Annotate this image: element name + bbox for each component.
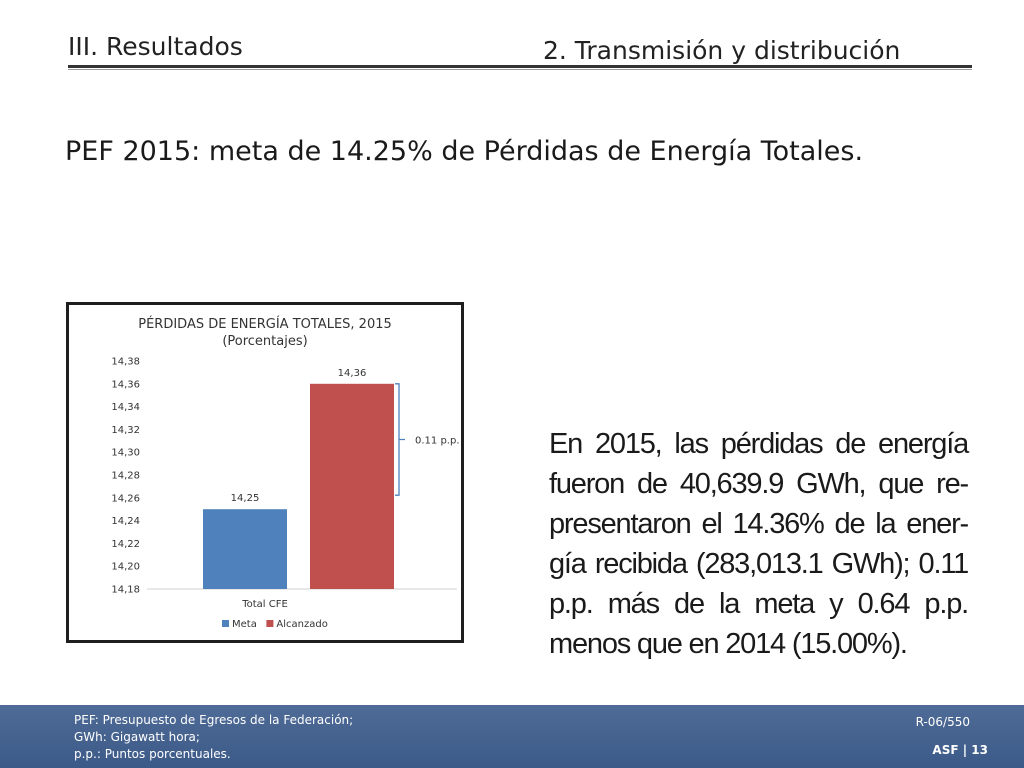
legend-label: Alcanzado [276, 619, 327, 630]
bars: 14,25 14,36 [203, 368, 394, 589]
header-divider-thin [68, 69, 972, 70]
report-code: R-06/550 [915, 715, 970, 729]
legend-swatch [266, 620, 274, 627]
body-paragraph: En 2015, las pérdidas de energía fueron … [549, 424, 969, 664]
y-tick-label: 14,36 [111, 379, 140, 390]
data-label: 14,25 [231, 493, 260, 504]
footnote-pef: PEF: Presupuesto de Egresos de la Federa… [74, 713, 354, 727]
header-divider [68, 65, 972, 68]
section-title: III. Resultados [68, 32, 243, 61]
y-tick-label: 14,22 [111, 539, 140, 550]
chart-title: PÉRDIDAS DE ENERGÍA TOTALES, 2015 [138, 316, 392, 332]
footer-bar: PEF: Presupuesto de Egresos de la Federa… [0, 705, 1024, 768]
y-tick-label: 14,18 [111, 585, 140, 596]
y-tick-label: 14,26 [111, 493, 140, 504]
footnote-gwh: GWh: Gigawatt hora; [74, 730, 200, 744]
x-category-label: Total CFE [241, 599, 288, 610]
body-line: p.p. más de la meta y 0.64 p.p. [549, 588, 969, 620]
annotation-label: 0.11 p.p. [415, 436, 460, 447]
footnote-pp: p.p.: Puntos porcentuales. [74, 747, 231, 761]
y-tick-label: 14,38 [111, 357, 140, 368]
bar-chart: PÉRDIDAS DE ENERGÍA TOTALES, 2015 (Porce… [111, 316, 460, 630]
y-tick-label: 14,20 [111, 562, 140, 573]
chart-frame: PÉRDIDAS DE ENERGÍA TOTALES, 2015 (Porce… [66, 302, 464, 643]
y-tick-label: 14,30 [111, 448, 140, 459]
body-line: fueron de 40,639.9 GWh, que re- [549, 468, 969, 500]
data-label: 14,36 [338, 368, 367, 379]
body-line: menos que en 2014 (15.00%). [549, 628, 908, 660]
subsection-title: 2. Transmisión y distribución [543, 36, 901, 65]
bar-alcanzado [310, 383, 394, 589]
annotation-group: 0.11 p.p. [395, 383, 460, 496]
y-tick-label: 14,32 [111, 425, 140, 436]
body-line: presentaron el 14.36% de la ener- [549, 508, 969, 540]
body-line: En 2015, las pérdidas de energía [549, 428, 969, 460]
y-tick-label: 14,24 [111, 516, 140, 527]
y-tick-label: 14,34 [111, 402, 140, 413]
legend: Meta Alcanzado [222, 619, 328, 630]
y-axis: 14,18 14,20 14,22 14,24 14,26 14,28 14,30 14,32… [111, 357, 457, 596]
slide-headline: PEF 2015: meta de 14.25% de Pérdidas de … [65, 136, 864, 167]
legend-swatch [222, 620, 229, 627]
chart-subtitle: (Porcentajes) [222, 334, 307, 349]
legend-label: Meta [232, 619, 257, 630]
bracket [395, 383, 405, 496]
page-number: ASF | 13 [932, 743, 988, 757]
body-line: gía recibida (283,013.1 GWh); 0.11 [549, 548, 969, 580]
y-tick-label: 14,28 [111, 471, 140, 482]
bar-meta [203, 509, 287, 589]
